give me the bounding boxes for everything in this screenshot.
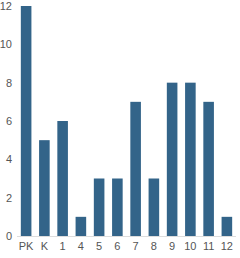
y-tick-label: 4 — [6, 153, 12, 165]
bar — [130, 102, 141, 236]
x-tick-label: 1 — [60, 240, 66, 252]
x-tick-label: 12 — [221, 240, 233, 252]
bar — [203, 102, 214, 236]
bar — [167, 83, 178, 236]
bar — [112, 179, 123, 237]
x-axis-line — [17, 236, 236, 237]
bar — [222, 217, 233, 236]
x-tick-label: K — [41, 240, 49, 252]
y-tick-label: 10 — [0, 38, 12, 50]
bar — [76, 217, 87, 236]
y-tick-label: 6 — [6, 115, 12, 127]
bar — [57, 121, 68, 236]
y-tick-label: 0 — [6, 230, 12, 242]
x-tick-label: 7 — [133, 240, 139, 252]
x-tick-label: 9 — [169, 240, 175, 252]
x-tick-label: 6 — [114, 240, 120, 252]
y-tick-label: 2 — [6, 192, 12, 204]
bar — [149, 179, 160, 237]
x-tick-label: 11 — [203, 240, 214, 252]
bar — [185, 83, 196, 236]
x-tick-label: 5 — [96, 240, 102, 252]
x-tick-label: 10 — [184, 240, 196, 252]
x-tick-label: 4 — [78, 240, 84, 252]
x-tick-label: PK — [19, 240, 34, 252]
y-tick-label: 8 — [6, 77, 12, 89]
bars — [21, 6, 232, 236]
y-tick-label: 12 — [0, 0, 12, 12]
bar — [21, 6, 32, 236]
chart: 024681012PKK1456789101112 — [0, 0, 240, 258]
bar — [94, 179, 105, 237]
x-tick-label: 8 — [151, 240, 157, 252]
bar — [39, 140, 50, 236]
